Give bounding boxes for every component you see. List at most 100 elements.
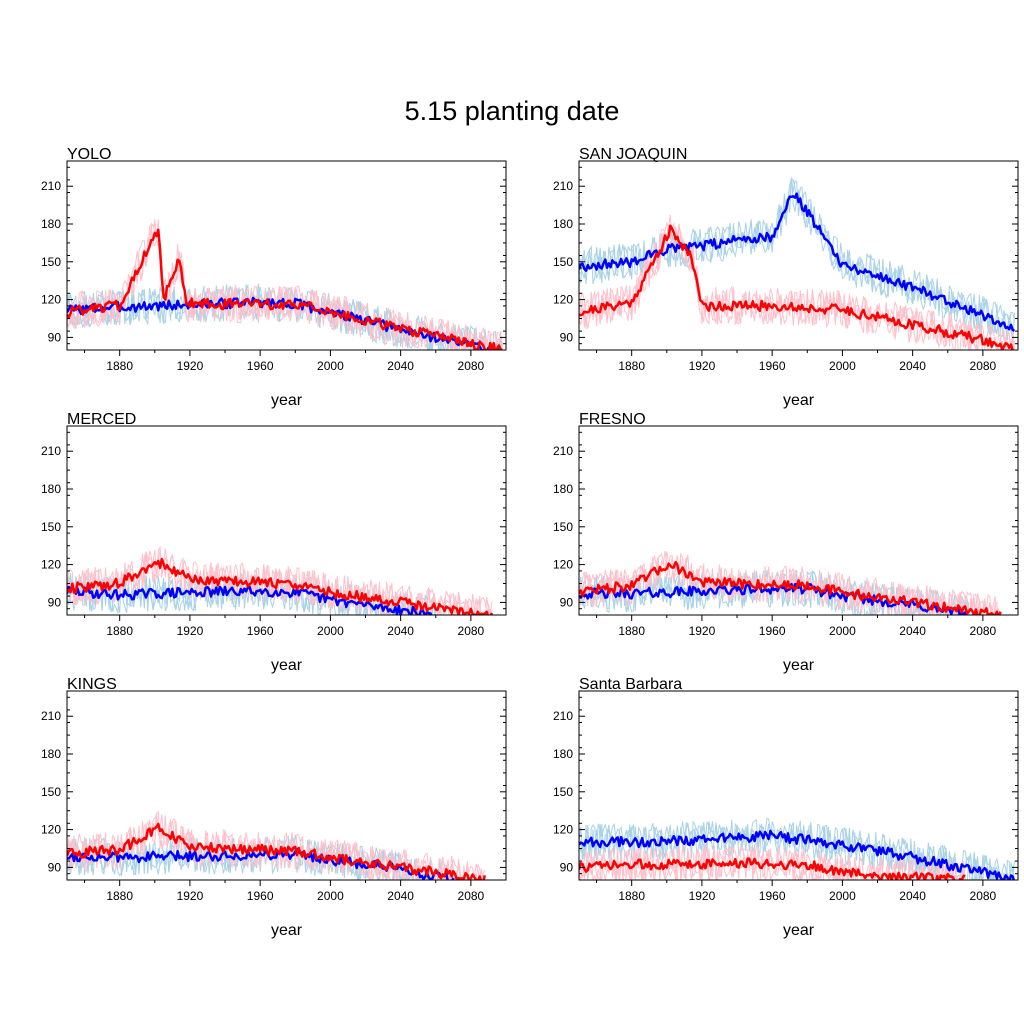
x-tick-label: 1920 [177,889,204,903]
y-tick-label: 120 [553,558,573,572]
x-tick-label: 2000 [829,889,856,903]
y-tick-label: 90 [48,595,62,609]
ensemble-member-line [579,844,966,880]
panel-subtitle: KINGS [67,676,117,693]
ensemble-member-line [579,551,1000,615]
x-tick-label: 2000 [317,624,344,638]
y-tick-label: 180 [553,747,573,761]
series-group [67,219,503,350]
chart-panel-4: KINGS 90 120 150 180 210 1880 1920 1960 2000 2040 2… [41,676,507,939]
y-tick-label: 120 [41,293,61,307]
x-tick-label: 2000 [317,889,344,903]
x-tick-label: 1960 [759,889,786,903]
y-tick-label: 120 [553,823,573,837]
x-tick-label: 2080 [458,624,485,638]
y-tick-label: 150 [41,785,61,799]
chart-panel-3: FRESNO 90 120 150 180 210 1880 1920 1960 2000 2040… [553,411,1019,674]
y-tick-label: 180 [41,482,61,496]
chart-panel-5: Santa Barbara 90 120 150 180 210 1880 1920 1960 2… [553,676,1019,939]
ensemble-member-line [579,550,999,615]
panel-subtitle: Santa Barbara [579,676,682,693]
x-tick-label: 2080 [970,624,997,638]
x-tick-label: 2040 [899,624,926,638]
x-tick-label: 2080 [970,889,997,903]
y-tick-label: 150 [41,255,61,269]
x-tick-label: 1920 [689,889,716,903]
y-tick-label: 180 [41,217,61,231]
x-tick-label: 1960 [247,889,274,903]
y-tick-label: 90 [48,330,62,344]
ensemble-member-line [579,224,1015,350]
x-tick-label: 2080 [458,889,485,903]
y-tick-label: 180 [553,217,573,231]
ensemble-member-line [67,572,436,615]
x-tick-label: 1920 [689,359,716,373]
y-tick-label: 210 [41,709,61,723]
x-tick-label: 2000 [829,624,856,638]
y-tick-label: 210 [553,179,573,193]
x-axis-label: year [783,392,815,409]
x-tick-label: 1920 [689,624,716,638]
y-tick-label: 180 [553,482,573,496]
x-tick-label: 1880 [618,624,645,638]
x-tick-label: 1960 [759,359,786,373]
y-tick-label: 210 [553,709,573,723]
x-tick-label: 2000 [829,359,856,373]
y-tick-label: 90 [48,860,62,874]
x-tick-label: 2040 [387,889,414,903]
y-tick-label: 150 [41,520,61,534]
x-tick-label: 2040 [387,359,414,373]
panel-subtitle: YOLO [67,146,111,163]
series-line-red [67,822,487,880]
ensemble-member-line [579,843,963,880]
x-axis-label: year [783,657,815,674]
series-line-red [67,228,503,350]
figure-title: 5.15 planting date [404,96,620,126]
series-group [67,810,487,880]
chart-panel-1: SAN JOAQUIN 90 120 150 180 210 1880 1920 1960 200… [553,146,1019,409]
ensemble-member-line [579,178,1015,343]
panel-subtitle: SAN JOAQUIN [579,146,687,163]
y-tick-label: 90 [560,330,574,344]
ensemble-member-line [67,549,492,615]
x-tick-label: 2080 [970,359,997,373]
y-tick-label: 120 [553,293,573,307]
x-tick-label: 1920 [177,624,204,638]
x-tick-label: 2040 [387,624,414,638]
series-line-blue [579,582,968,615]
series-group [67,545,494,615]
series-line-blue [579,829,1015,880]
x-axis-label: year [271,657,303,674]
x-tick-label: 1960 [759,624,786,638]
ensemble-member-line [67,284,503,350]
x-tick-label: 1960 [247,359,274,373]
series-group [579,817,1015,880]
y-tick-label: 120 [41,823,61,837]
x-tick-label: 2080 [458,359,485,373]
y-tick-label: 210 [41,179,61,193]
chart-panel-2: MERCED 90 120 150 180 210 1880 1920 1960 2000 2040… [41,411,507,674]
x-axis-label: year [271,392,303,409]
y-tick-label: 90 [560,860,574,874]
x-tick-label: 1880 [618,889,645,903]
series-line-red [579,224,1014,350]
series-line-blue [579,192,1016,332]
plot-frame [66,160,507,351]
x-tick-label: 1920 [177,359,204,373]
series-line-blue [67,585,437,615]
y-tick-label: 150 [553,785,573,799]
y-tick-label: 150 [553,520,573,534]
y-tick-label: 210 [41,444,61,458]
series-group [579,177,1016,350]
x-tick-label: 2000 [317,359,344,373]
chart-panel-0: YOLO 90 120 150 180 210 1880 1920 1960 2000 2040 20… [41,146,507,409]
x-tick-label: 1880 [618,359,645,373]
x-tick-label: 1880 [106,624,133,638]
y-tick-label: 120 [41,558,61,572]
x-tick-label: 1960 [247,624,274,638]
x-tick-label: 2040 [899,359,926,373]
panel-subtitle: MERCED [67,411,136,428]
x-axis-label: year [783,922,815,939]
x-tick-label: 1880 [106,889,133,903]
